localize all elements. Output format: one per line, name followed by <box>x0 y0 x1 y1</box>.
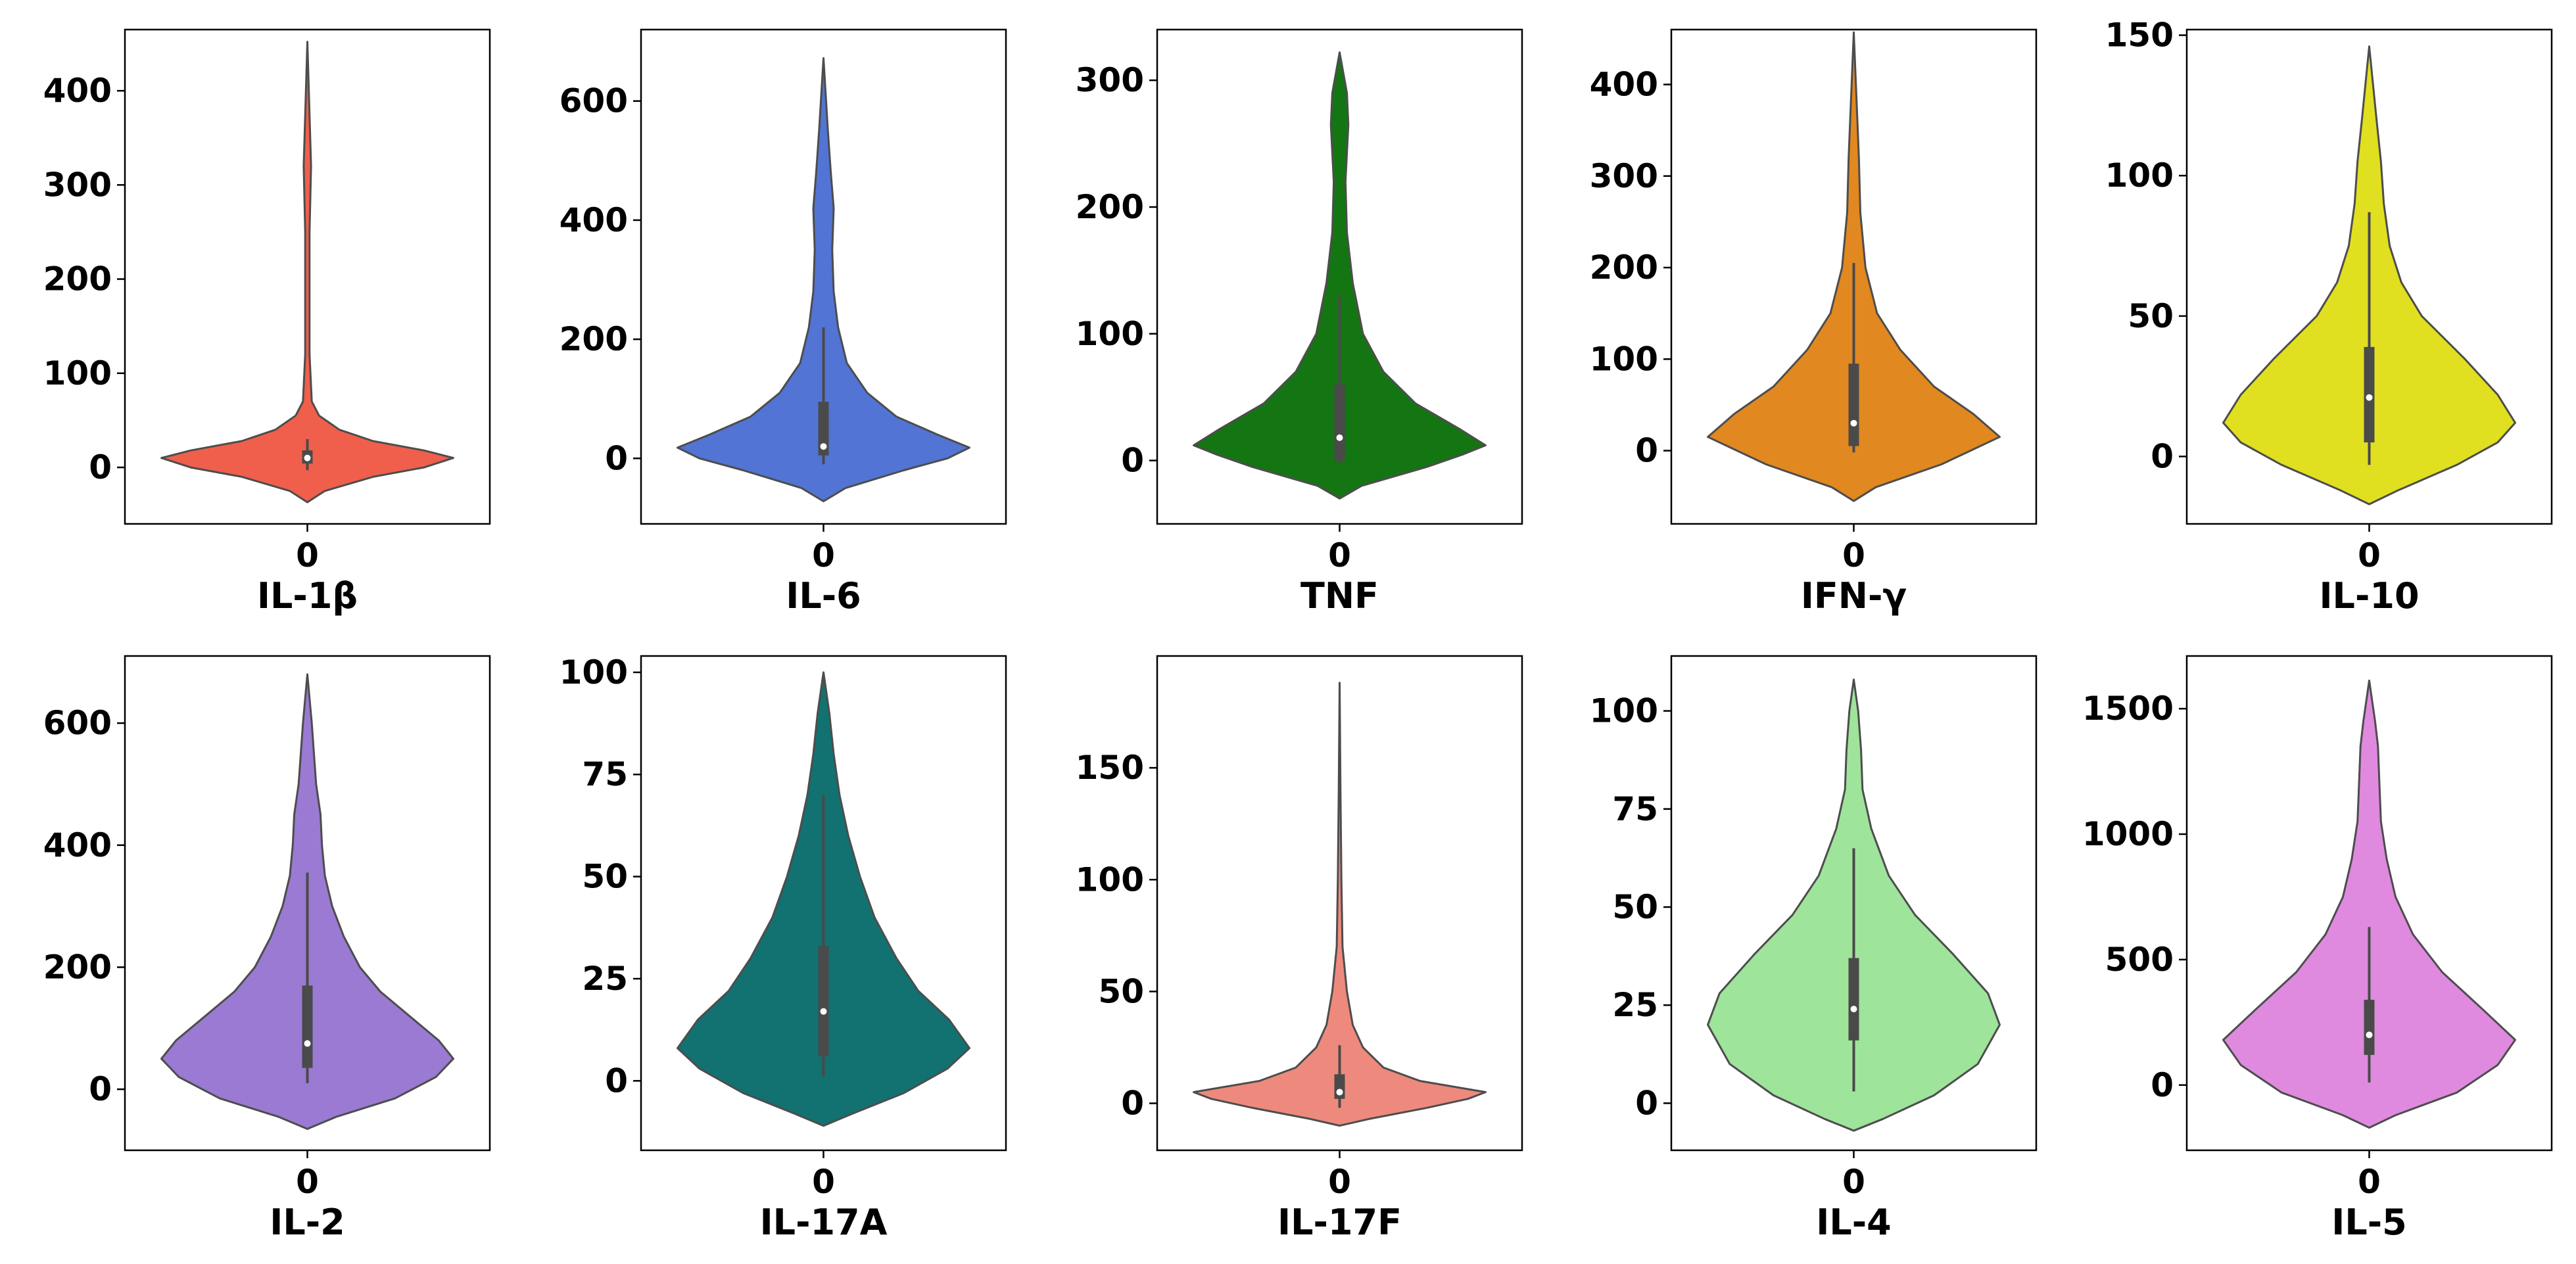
y-tick-label: 100 <box>1590 692 1658 730</box>
violin-iqr-box <box>1334 384 1345 461</box>
y-tick-label: 600 <box>560 82 628 120</box>
panel-xlabel: IL-10 <box>2319 575 2419 617</box>
panel-xlabel: TNF <box>1300 575 1379 617</box>
y-tick-label: 150 <box>1076 749 1144 787</box>
violin-median-dot <box>1850 1006 1857 1013</box>
x-tick-label: 0 <box>1328 536 1351 574</box>
y-tick-label: 300 <box>43 166 112 204</box>
y-tick-label: 1500 <box>2082 690 2174 728</box>
violin-median-dot <box>304 1040 311 1047</box>
panel-xlabel: IL-4 <box>1816 1202 1892 1243</box>
y-tick-label: 150 <box>2105 16 2174 55</box>
y-tick-label: 0 <box>2151 1066 2174 1104</box>
y-tick-label: 400 <box>43 826 112 864</box>
y-tick-label: 50 <box>2128 297 2174 335</box>
y-tick-label: 100 <box>560 653 628 691</box>
y-tick-label: 200 <box>43 948 112 986</box>
y-tick-label: 0 <box>1635 432 1658 470</box>
y-tick-label: 50 <box>1612 888 1658 926</box>
panel-xlabel: IL-2 <box>270 1202 345 1243</box>
violin-body <box>1193 682 1487 1127</box>
x-tick-label: 0 <box>1842 536 1865 574</box>
x-tick-label: 0 <box>2358 536 2381 574</box>
violin-iqr-box <box>818 946 829 1057</box>
x-tick-label: 0 <box>296 1163 319 1201</box>
y-tick-label: 0 <box>89 448 112 486</box>
x-tick-label: 0 <box>2358 1163 2381 1201</box>
x-tick-label: 0 <box>812 536 835 574</box>
panel-xlabel: IL-17A <box>760 1202 888 1243</box>
y-tick-label: 200 <box>1076 188 1144 226</box>
y-tick-label: 0 <box>1121 442 1144 480</box>
y-tick-label: 100 <box>1076 315 1144 353</box>
violin-median-dot <box>1336 1088 1343 1096</box>
violin-iqr-box <box>1848 363 1859 446</box>
violin-iqr-box <box>2364 999 2375 1055</box>
y-tick-label: 50 <box>582 858 628 896</box>
y-tick-label: 25 <box>582 960 628 998</box>
violin-median-dot <box>2366 394 2373 401</box>
y-tick-label: 0 <box>605 439 628 477</box>
y-tick-label: 300 <box>1590 157 1658 195</box>
x-tick-label: 0 <box>1842 1163 1865 1201</box>
y-tick-label: 1000 <box>2082 815 2174 853</box>
violin-body <box>1193 51 1487 500</box>
y-tick-label: 100 <box>43 354 112 392</box>
panel-xlabel: IL-5 <box>2331 1202 2407 1243</box>
violin-median-dot <box>1336 434 1343 441</box>
y-tick-label: 200 <box>1590 248 1658 287</box>
x-tick-label: 0 <box>1328 1163 1351 1201</box>
violin-iqr-box <box>302 985 313 1068</box>
violin-body <box>2222 679 2516 1129</box>
y-tick-label: 0 <box>2151 437 2174 475</box>
y-tick-label: 100 <box>1590 340 1658 378</box>
violin-iqr-box <box>1848 958 1859 1041</box>
panel-xlabel: IFN-γ <box>1801 575 1907 617</box>
y-tick-label: 400 <box>1590 66 1658 104</box>
y-tick-label: 75 <box>1612 790 1658 828</box>
violin-median-dot <box>2366 1031 2373 1039</box>
violin-median-dot <box>1850 419 1857 427</box>
violin-body <box>677 57 970 503</box>
y-tick-label: 400 <box>43 72 112 110</box>
y-tick-label: 100 <box>2105 156 2174 195</box>
y-tick-label: 200 <box>43 260 112 298</box>
y-tick-label: 400 <box>560 201 628 239</box>
panel-xlabel: IL-1β <box>257 575 358 617</box>
violin-iqr-box <box>818 402 829 456</box>
violin-median-dot <box>820 1008 827 1015</box>
y-tick-label: 0 <box>1121 1085 1144 1123</box>
violin-median-dot <box>304 454 311 461</box>
y-tick-label: 100 <box>1076 860 1144 899</box>
panel-xlabel: IL-6 <box>786 575 861 617</box>
y-tick-label: 0 <box>605 1062 628 1100</box>
y-tick-label: 0 <box>1635 1084 1658 1122</box>
panel-xlabel: IL-17F <box>1277 1202 1402 1243</box>
y-tick-label: 75 <box>582 755 628 793</box>
y-tick-label: 25 <box>1612 986 1658 1024</box>
y-tick-label: 50 <box>1098 972 1144 1010</box>
y-tick-label: 0 <box>89 1070 112 1108</box>
y-tick-label: 500 <box>2105 941 2174 979</box>
x-tick-label: 0 <box>812 1163 835 1201</box>
violin-body <box>160 41 454 503</box>
y-tick-label: 200 <box>560 320 628 358</box>
y-tick-label: 300 <box>1076 61 1144 99</box>
x-tick-label: 0 <box>296 536 319 574</box>
y-tick-label: 600 <box>43 704 112 742</box>
violin-median-dot <box>820 443 827 450</box>
